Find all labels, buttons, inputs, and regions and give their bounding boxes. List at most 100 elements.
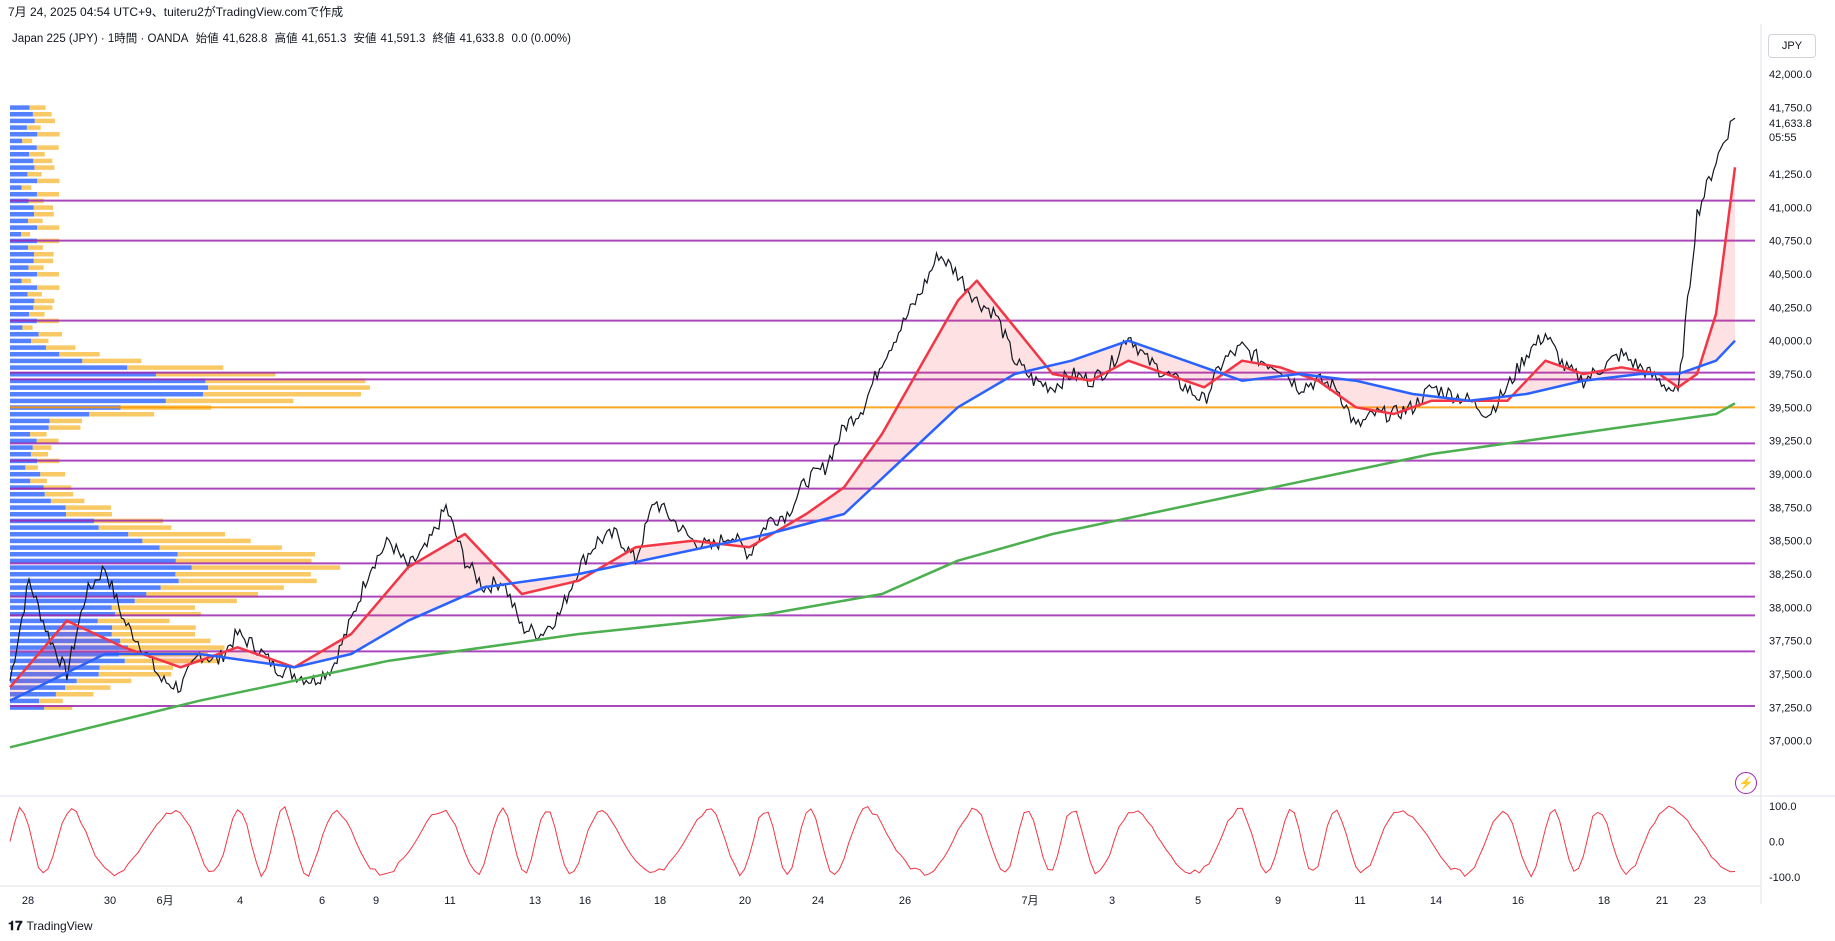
time-tick-label: 9	[1275, 895, 1281, 907]
volume-profile-up-bar	[10, 358, 83, 364]
volume-profile-up-bar	[10, 505, 66, 510]
volume-profile-down-bar	[28, 312, 45, 317]
volume-profile-up-bar	[10, 638, 121, 644]
volume-profile-up-bar	[10, 658, 125, 664]
volume-profile-up-bar	[10, 412, 90, 417]
symbol-name[interactable]: Japan 225 (JPY) · 1時間 · OANDA	[12, 33, 189, 45]
volume-profile-down-bar	[29, 152, 45, 157]
volume-profile-up-bar	[10, 445, 33, 450]
volume-profile-up-bar	[10, 312, 29, 317]
chart-svg[interactable]: 42,000.0 41,750.0 41,250.0 41,000.0 40,750.0…	[0, 24, 1835, 914]
volume-profile-down-bar	[89, 412, 155, 417]
low-label: 安値	[353, 33, 377, 45]
volume-profile-up-bar	[10, 278, 22, 284]
volume-profile-up-bar	[10, 618, 98, 624]
volume-profile-down-bar	[44, 492, 74, 497]
price-tick-label: 40,750.0	[1769, 236, 1812, 248]
volume-profile-down-bar	[65, 505, 111, 510]
volume-profile-down-bar	[37, 132, 60, 137]
volume-profile-down-bar	[120, 638, 211, 644]
countdown-label: 05:55	[1769, 132, 1797, 144]
volume-profile-down-bar	[27, 292, 42, 297]
volume-profile-up-bar	[10, 558, 176, 564]
currency-button[interactable]: JPY	[1768, 34, 1816, 58]
time-tick-label: 28	[22, 895, 34, 907]
tv-logo-icon: 𝟏𝟕	[8, 918, 23, 933]
oscillator-line	[9, 805, 1736, 878]
volume-profile-up-bar	[10, 652, 119, 657]
volume-profile-down-bar	[32, 112, 52, 117]
volume-profile-up-bar	[10, 245, 29, 250]
price-tick-label: 38,500.0	[1769, 536, 1812, 548]
time-tick-label: 23	[1694, 895, 1706, 907]
volume-profile-up-bar	[10, 552, 178, 557]
time-tick-label: 26	[899, 895, 911, 907]
volume-profile-up-bar	[10, 232, 22, 237]
volume-profile-down-bar	[33, 258, 54, 264]
volume-profile-up-bar	[10, 212, 35, 217]
volume-profile-down-bar	[177, 552, 315, 557]
volume-profile-down-bar	[25, 465, 38, 470]
alert-bolt-icon[interactable]: ⚡	[1735, 772, 1757, 794]
volume-profile-up-bar	[10, 252, 35, 257]
volume-profile-up-bar	[10, 305, 34, 310]
time-tick-label: 11	[444, 895, 455, 907]
volume-profile-down-bar	[30, 452, 49, 457]
volume-profile-up-bar	[10, 178, 38, 184]
volume-profile-down-bar	[65, 685, 111, 690]
volume-profile-down-bar	[160, 585, 284, 590]
volume-profile-up-bar	[10, 478, 31, 484]
volume-profile-up-bar	[10, 265, 29, 270]
volume-profile-down-bar	[37, 285, 60, 290]
time-tick-label: 6	[319, 895, 325, 907]
volume-profile-up-bar	[10, 125, 27, 130]
volume-profile-down-bar	[159, 545, 282, 550]
volume-profile-up-bar	[10, 678, 77, 684]
volume-profile-up-bar	[10, 192, 37, 197]
volume-profile-down-bar	[21, 185, 32, 190]
volume-profile-up-bar	[10, 592, 147, 597]
volume-profile-down-bar	[112, 625, 196, 630]
volume-profile-up-bar	[10, 172, 28, 177]
time-tick-label: 16	[579, 895, 591, 907]
volume-profile-down-bar	[32, 445, 52, 450]
volume-profile-up-bar	[10, 532, 129, 537]
volume-profile-up-bar	[10, 112, 33, 117]
volume-profile-up-bar	[10, 465, 26, 470]
tradingview-logo[interactable]: 𝟏𝟕 TradingView	[8, 915, 93, 937]
volume-profile-down-bar	[134, 598, 237, 604]
price-tick-label: 37,750.0	[1769, 636, 1812, 648]
price-candles	[9, 117, 1736, 694]
oscillator-tick-label: -100.0	[1769, 872, 1800, 884]
volume-profile-down-bar	[155, 372, 276, 377]
volume-profile-up-bar	[10, 285, 38, 290]
volume-profile-up-bar	[10, 512, 67, 517]
time-tick-label: 20	[739, 895, 751, 907]
time-tick-label: 18	[1598, 895, 1610, 907]
volume-profile-up-bar	[10, 665, 100, 670]
volume-profile-down-bar	[142, 538, 251, 544]
volume-profile-down-bar	[124, 658, 219, 664]
volume-profile-down-bar	[82, 358, 142, 364]
volume-profile-up-bar	[10, 585, 161, 590]
volume-profile-up-bar	[10, 545, 160, 550]
volume-profile-up-bar	[10, 398, 166, 404]
volume-profile-down-bar	[27, 218, 43, 224]
volume-profile-up-bar	[10, 185, 22, 190]
volume-profile-down-bar	[114, 612, 201, 617]
volume-profile-up-bar	[10, 565, 192, 570]
price-tick-label: 39,750.0	[1769, 369, 1812, 381]
volume-profile-down-bar	[33, 205, 54, 210]
volume-profile-up-bar	[10, 345, 46, 350]
open-value: 41,628.8	[222, 33, 268, 45]
volume-profile-down-bar	[76, 678, 132, 684]
volume-profile-down-bar	[34, 252, 54, 257]
chart-area[interactable]: 42,000.0 41,750.0 41,250.0 41,000.0 40,750.0…	[0, 24, 1835, 914]
volume-profile-up-bar	[10, 165, 35, 170]
time-tick-label: 30	[104, 895, 116, 907]
price-tick-label: 41,000.0	[1769, 202, 1812, 214]
volume-profile-down-bar	[36, 272, 60, 277]
volume-profile-up-bar	[10, 598, 135, 604]
volume-profile-down-bar	[34, 298, 55, 304]
volume-profile-down-bar	[21, 278, 31, 284]
